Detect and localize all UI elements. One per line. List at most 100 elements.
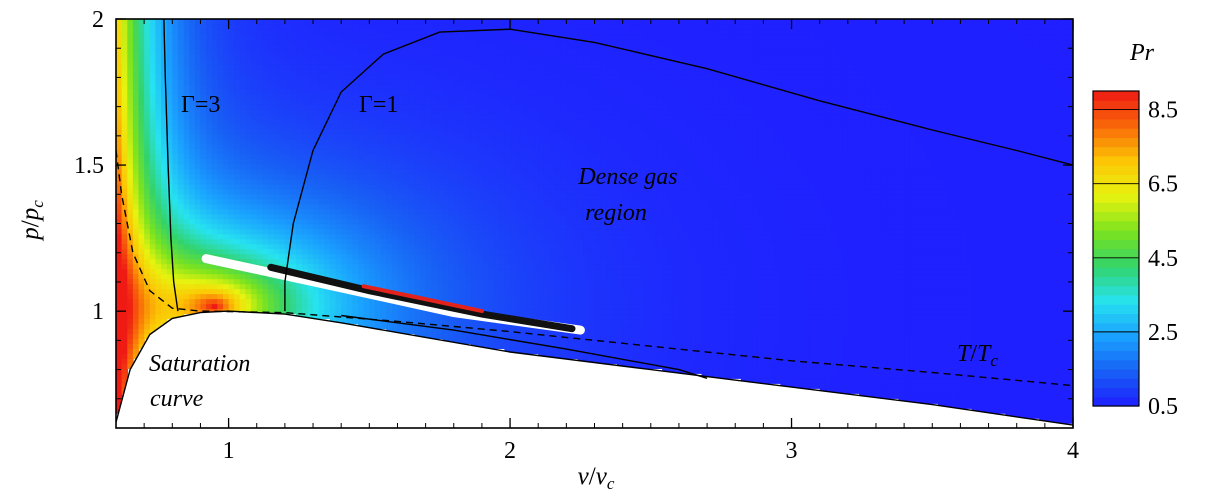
contour-cell [735,328,742,334]
contour-cell [971,343,979,349]
contour-cell [876,258,883,265]
contour-cell [279,303,286,310]
contour-cell [1022,218,1029,225]
contour-cell [746,313,753,320]
contour-cell [645,233,652,240]
contour-cell [543,288,551,295]
contour-cell [1016,228,1024,235]
contour-cell [498,308,506,315]
contour-cell [189,273,196,280]
contour-cell [239,303,247,310]
contour-cell [842,243,849,250]
contour-cell [408,318,416,325]
contour-cell [600,273,607,280]
contour-cell [228,233,235,240]
contour-cell [752,268,759,275]
contour-cell [532,313,539,320]
contour-cell [538,303,545,310]
contour-cell [847,378,855,384]
contour-cell [397,313,404,320]
contour-cell [138,298,145,305]
contour-cell [481,228,489,235]
contour-cell [397,238,404,245]
contour-cell [971,318,979,325]
contour-cell [870,283,877,290]
contour-cell [769,348,776,354]
contour-cell [189,283,196,290]
contour-cell [510,263,517,270]
contour-cell [600,303,607,310]
contour-cell [915,268,922,275]
contour-cell [746,248,753,255]
contour-cell [662,338,669,344]
contour-cell [121,298,128,305]
contour-cell [977,218,984,225]
contour-cell [847,313,855,320]
contour-cell [977,393,984,399]
contour-cell [487,268,494,275]
contour-cell [116,238,123,245]
contour-cell [200,213,207,220]
contour-cell [937,398,945,404]
contour-cell [954,388,962,394]
contour-cell [1016,358,1024,364]
contour-cell [121,223,128,230]
contour-cell [859,238,866,245]
contour-cell [189,263,196,270]
contour-cell [881,383,888,389]
contour-cell [650,363,658,369]
contour-cell [830,378,838,384]
contour-cell [825,373,832,379]
contour-cell [493,233,500,240]
contour-cell [836,333,843,339]
contour-cell [1022,378,1029,384]
contour-cell [943,293,950,300]
contour-cell [375,253,382,260]
contour-cell [296,248,303,255]
contour-cell [324,288,331,295]
contour-cell [724,323,731,330]
contour-cell [622,333,629,339]
contour-cell [577,223,584,230]
contour-cell [667,303,675,310]
contour-cell [329,213,337,220]
contour-cell [301,263,309,270]
contour-cell [493,238,500,245]
contour-cell [769,338,776,344]
contour-cell [245,303,252,310]
contour-cell [470,228,478,235]
contour-cell [724,238,731,245]
contour-cell [273,308,280,315]
contour-cell [234,278,241,285]
contour-cell [543,303,551,310]
contour-cell [504,293,511,300]
contour-cell [121,343,128,349]
contour-cell [780,283,787,290]
contour-cell [1005,388,1012,394]
contour-cell [594,248,601,255]
contour-cell [459,273,466,280]
contour-cell [740,288,748,295]
contour-cell [898,313,905,320]
contour-cell [1056,403,1063,409]
contour-cell [577,258,584,265]
contour-cell [1056,253,1063,260]
contour-cell [678,328,686,334]
contour-cell [1061,353,1069,359]
contour-cell [825,368,832,374]
contour-cell [116,263,123,270]
contour-cell [386,313,393,320]
contour-cell [1050,293,1057,300]
contour-cell [431,283,438,290]
contour-cell [937,373,945,379]
contour-cell [678,218,686,225]
contour-cell [966,368,973,374]
contour-cell [982,233,990,240]
contour-cell [802,293,810,300]
contour-cell [887,268,894,275]
contour-cell [200,273,207,280]
contour-cell [932,258,939,265]
contour-cell [814,273,821,280]
contour-cell [358,238,365,245]
contour-cell [707,263,714,270]
